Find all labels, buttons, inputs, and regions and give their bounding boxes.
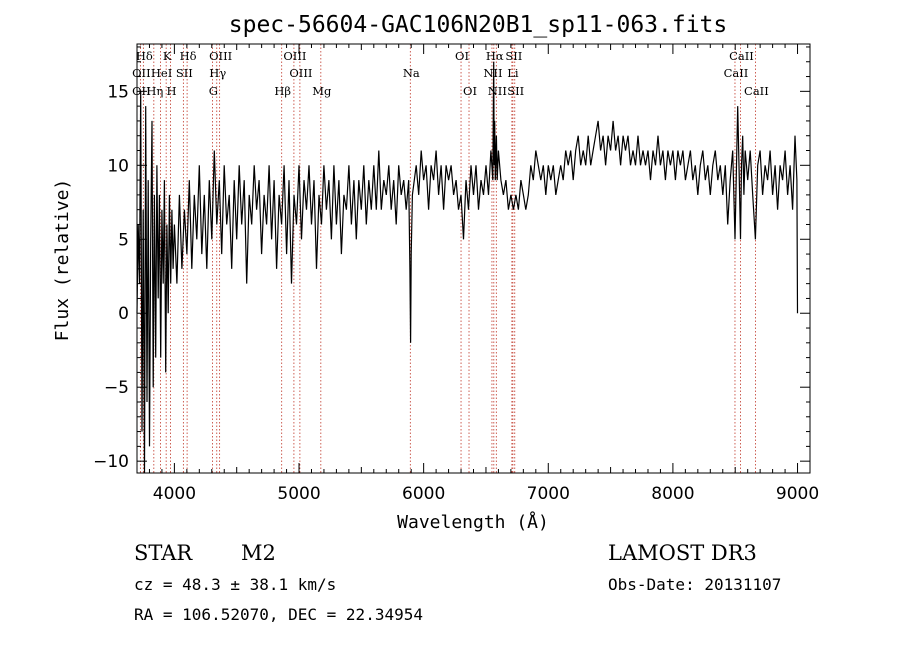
line-label: CaII bbox=[729, 49, 754, 63]
x-tick-label: 8000 bbox=[651, 484, 694, 504]
x-tick-label: 9000 bbox=[776, 484, 819, 504]
y-tick-label: 15 bbox=[107, 82, 129, 102]
line-label: Na bbox=[403, 66, 420, 80]
line-label: OI bbox=[463, 84, 477, 98]
line-label: OIII bbox=[289, 66, 312, 80]
line-label: SII bbox=[176, 66, 193, 80]
x-tick-label: 4000 bbox=[153, 484, 196, 504]
line-label: OIII bbox=[209, 49, 232, 63]
line-label: Li bbox=[507, 66, 519, 80]
line-label: OI bbox=[455, 49, 469, 63]
line-label: Mg bbox=[312, 84, 332, 98]
coordinates: RA = 106.52070, DEC = 22.34954 bbox=[134, 605, 423, 624]
line-label: K bbox=[163, 49, 172, 63]
y-tick-label: 5 bbox=[118, 230, 129, 250]
chart-title: spec-56604-GAC106N20B1_sp11-063.fits bbox=[229, 12, 728, 38]
obs-date: Obs-Date: 20131107 bbox=[608, 575, 781, 594]
line-label: OII bbox=[132, 66, 151, 80]
line-label: SII bbox=[505, 49, 522, 63]
y-tick-label: 0 bbox=[118, 304, 129, 324]
y-axis-label: Flux (relative) bbox=[52, 179, 73, 342]
line-label: OIII bbox=[283, 49, 306, 63]
redshift-text: cz = 48.3 ± 38.1 km/s bbox=[134, 575, 336, 594]
line-label: NII bbox=[483, 66, 502, 80]
x-tick-label: 6000 bbox=[402, 484, 445, 504]
x-tick-label: 5000 bbox=[277, 484, 320, 504]
object-class: STAR bbox=[134, 541, 193, 565]
x-tick-label: 7000 bbox=[527, 484, 570, 504]
line-label: CaII bbox=[744, 84, 769, 98]
line-label: SII bbox=[507, 84, 524, 98]
survey-name: LAMOST DR3 bbox=[608, 541, 757, 565]
line-label: NII bbox=[488, 84, 507, 98]
line-label: Hα bbox=[486, 49, 504, 63]
flux-series-line bbox=[136, 61, 799, 474]
line-label: Hβ bbox=[274, 84, 291, 98]
x-axis-ticks: 4000 5000 6000 7000 8000 9000 bbox=[148, 44, 819, 504]
line-label: G bbox=[209, 84, 218, 98]
line-label: HeI bbox=[151, 66, 172, 80]
y-tick-label: −5 bbox=[104, 378, 129, 398]
line-label: CaII bbox=[724, 66, 749, 80]
line-label: Hδ bbox=[180, 49, 197, 63]
line-label: Hη bbox=[146, 84, 163, 98]
y-axis-ticks: −10 −5 0 5 10 15 bbox=[93, 46, 810, 472]
object-subclass: M2 bbox=[241, 541, 276, 565]
y-tick-label: −10 bbox=[93, 452, 129, 472]
line-label: H bbox=[167, 84, 177, 98]
line-label: Hδ bbox=[136, 49, 153, 63]
x-axis-label: Wavelength (Å) bbox=[397, 511, 549, 533]
y-tick-label: 10 bbox=[107, 156, 129, 176]
plot-frame bbox=[136, 43, 811, 474]
line-label: Hγ bbox=[209, 66, 226, 80]
emission-line-markers bbox=[139, 44, 756, 473]
